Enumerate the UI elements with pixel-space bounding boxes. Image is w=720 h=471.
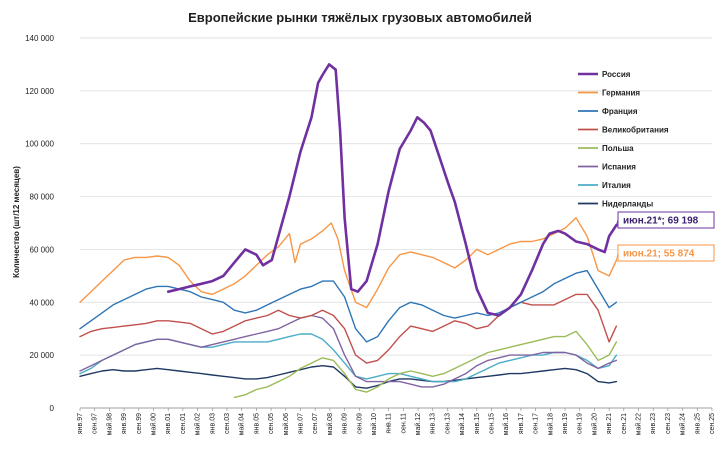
x-tick-label: янв.21	[606, 413, 613, 434]
callout-label: июн.21; 55 874	[623, 249, 695, 260]
y-tick-label: 60 000	[30, 245, 55, 254]
x-tick-label: янв.97	[77, 413, 84, 434]
x-tick-label: май.14	[458, 413, 466, 435]
x-tick-label: сен.99	[136, 413, 143, 434]
y-tick-label: 100 000	[25, 140, 54, 149]
x-tick-label: сен.19	[577, 413, 584, 434]
callout-box	[617, 244, 715, 262]
legend: Россия Германия Франция Великобритания Польш…	[578, 70, 669, 209]
x-axis-ticks: янв.97 сен.97 май.98 янв.99 сен.99 май.00 янв.…	[77, 408, 716, 435]
x-tick-label: сен.21	[621, 413, 628, 434]
series-line	[79, 216, 618, 309]
x-tick-label: май.16	[502, 413, 510, 435]
x-tick-label: май.04	[238, 413, 246, 435]
callouts: июн.21*; 69 198 июн.21; 55 874	[615, 211, 715, 262]
x-tick-label: янв.09	[342, 413, 349, 434]
x-tick-label: янв.17	[518, 413, 525, 434]
callout-label: июн.21*; 69 198	[623, 216, 699, 227]
callout-box	[617, 211, 715, 229]
y-axis-ticks: 0 20 000 40 000 60 000 80 000 100 000 120 000 1…	[25, 34, 54, 413]
series-line	[79, 293, 618, 364]
x-tick-label: янв.99	[121, 413, 128, 434]
x-tick-label: май.12	[414, 413, 422, 435]
x-tick-label: янв.07	[297, 413, 304, 434]
y-tick-label: 0	[50, 404, 55, 413]
x-tick-label: сен.25	[709, 413, 716, 434]
x-tick-label: май.10	[370, 413, 378, 435]
x-tick-label: май.00	[149, 413, 157, 435]
legend-label: Нидерланды	[602, 200, 653, 209]
x-tick-label: май.20	[590, 413, 598, 435]
y-tick-label: 80 000	[30, 193, 55, 202]
x-tick-label: май.06	[282, 413, 290, 435]
legend-label: Россия	[602, 70, 631, 79]
x-tick-label: сен.01	[180, 413, 187, 434]
x-tick-label: янв.15	[474, 413, 481, 434]
chart-title: Европейские рынки тяжёлых грузовых автом…	[188, 10, 532, 25]
x-tick-label: май.22	[635, 413, 643, 435]
legend-label: Италия	[602, 181, 631, 190]
x-tick-label: янв.13	[430, 413, 437, 434]
series-line	[79, 269, 618, 343]
x-tick-label: май.18	[546, 413, 554, 435]
x-tick-label: май.08	[326, 413, 334, 435]
x-tick-label: янв.25	[694, 413, 701, 434]
x-tick-label: май.98	[105, 413, 113, 435]
x-tick-label: сен.17	[533, 413, 540, 434]
legend-label: Польша	[602, 144, 634, 153]
x-tick-label: янв.19	[562, 413, 569, 434]
series-lines	[79, 63, 618, 399]
x-tick-label: май.24	[679, 413, 687, 435]
x-tick-label: янв.03	[209, 413, 216, 434]
legend-label: Испания	[602, 163, 636, 172]
x-tick-label: янв.05	[253, 413, 260, 434]
x-tick-label: сен.11	[400, 413, 407, 434]
x-tick-label: янв.11	[386, 413, 393, 434]
y-tick-label: 20 000	[30, 351, 55, 360]
x-tick-label: сен.23	[665, 413, 672, 434]
x-tick-label: сен.07	[312, 413, 319, 434]
series-line	[233, 330, 618, 399]
y-tick-label: 120 000	[25, 87, 54, 96]
x-tick-label: сен.13	[444, 413, 451, 434]
legend-label: Великобритания	[602, 126, 669, 135]
y-axis-label: Количество (шт/12 месяцев)	[12, 166, 21, 278]
x-tick-label: сен.15	[489, 413, 496, 434]
x-tick-label: сен.03	[224, 413, 231, 434]
x-tick-label: сен.97	[92, 413, 99, 434]
x-tick-label: сен.05	[268, 413, 275, 434]
series-line	[79, 314, 618, 388]
x-tick-label: янв.23	[650, 413, 657, 434]
legend-label: Германия	[602, 89, 640, 98]
series-line	[166, 63, 618, 317]
x-tick-label: сен.09	[356, 413, 363, 434]
x-tick-label: янв.01	[165, 413, 172, 434]
y-tick-label: 140 000	[25, 34, 54, 43]
x-tick-label: май.02	[194, 413, 202, 435]
legend-label: Франция	[602, 107, 638, 116]
y-tick-label: 40 000	[30, 298, 55, 307]
